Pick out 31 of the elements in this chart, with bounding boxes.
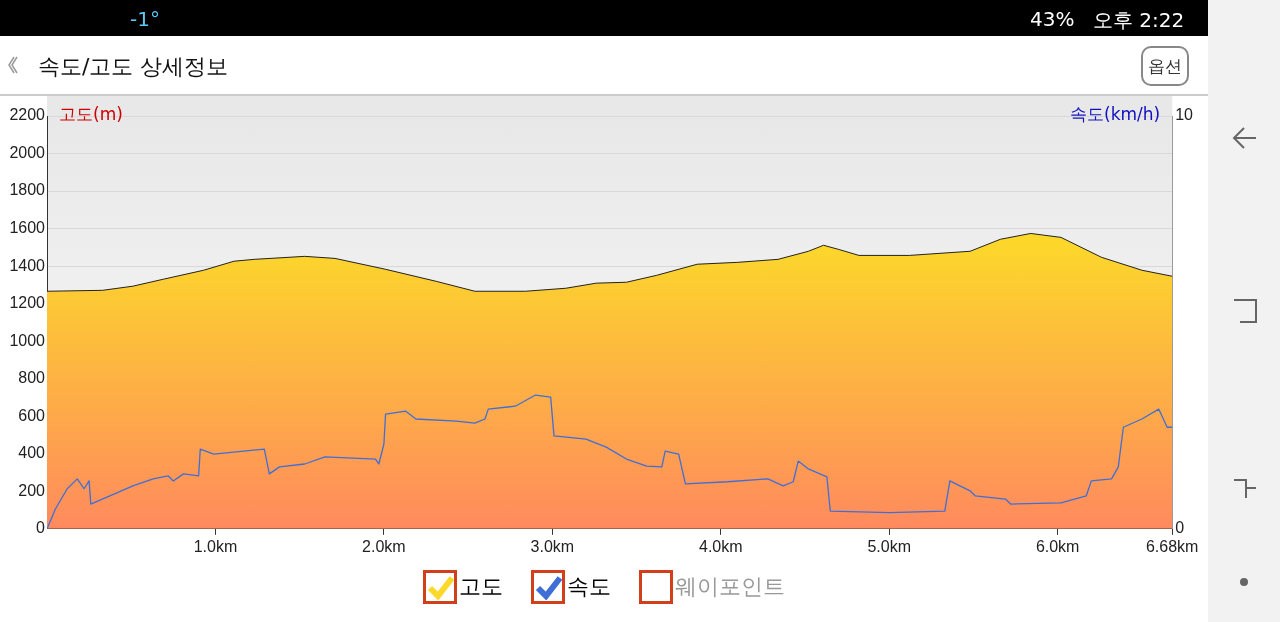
x-tick-label: 6.68km (1145, 537, 1199, 555)
y2-axis-title: 속도(km/h) (1070, 104, 1161, 125)
x-tick-label: 4.0km (698, 537, 743, 555)
y-tick-label: 0 (36, 519, 46, 537)
y-axis-title: 고도(m) (59, 104, 123, 125)
chart-title: 속도/고도 상세정보 (38, 53, 229, 81)
y2-tick-label: 10 (1175, 106, 1194, 124)
y2-tick-label: 0 (1175, 519, 1185, 537)
legend-label: 고도 (459, 573, 503, 601)
text: -1° (130, 7, 160, 31)
y-tick-label: 2200 (9, 106, 46, 124)
text: 43% (1030, 7, 1075, 31)
y-tick-label: 2000 (9, 143, 46, 161)
x-tick-label: 5.0km (867, 537, 912, 555)
x-tick-label: 1.0km (193, 537, 238, 555)
text: 옵션 (1141, 46, 1189, 86)
text: 웨이포인트 (675, 573, 785, 601)
y-tick-label: 800 (18, 369, 46, 387)
legend-label: 속도 (567, 573, 611, 601)
y-tick-label: 200 (18, 481, 46, 499)
x-tick-label: 2.0km (362, 537, 406, 555)
y-tick-label: 1400 (9, 256, 46, 274)
y-tick-label: 1000 (9, 331, 46, 349)
y-tick-label: 600 (18, 406, 46, 424)
text: 오후 2:22 (1093, 7, 1185, 34)
y-tick-label: 400 (18, 444, 46, 462)
x-tick-label: 6.0km (1035, 537, 1080, 555)
x-tick-label: 3.0km (530, 537, 575, 555)
y-tick-label: 1800 (9, 181, 46, 199)
y-tick-label: 1200 (9, 294, 46, 312)
y-tick-label: 1600 (9, 218, 46, 236)
